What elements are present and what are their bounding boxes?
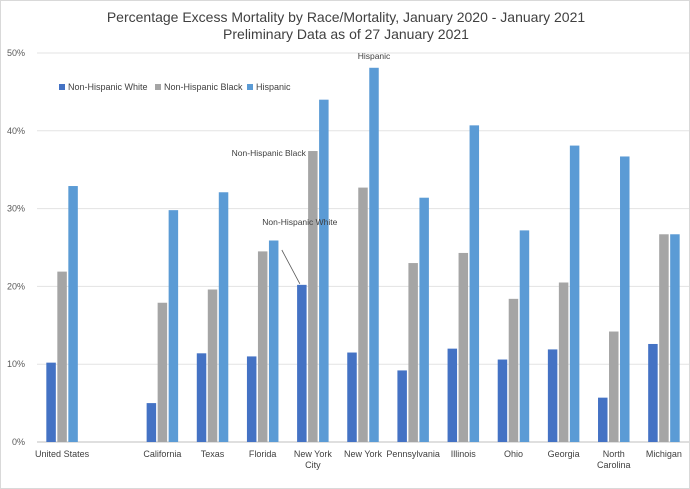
bar	[297, 284, 307, 442]
bar	[268, 240, 279, 442]
legend-swatch	[247, 84, 253, 90]
y-tick-label: 20%	[7, 281, 25, 291]
y-tick-label: 0%	[12, 437, 25, 447]
bar	[397, 370, 407, 442]
x-axis: United States California Texas Florida New Y…	[35, 449, 682, 470]
bar	[519, 230, 530, 442]
bar	[218, 192, 229, 442]
x-tick-label: Ohio	[504, 449, 523, 459]
bar	[168, 210, 179, 442]
annotation-leader-line	[281, 249, 301, 285]
bar	[458, 252, 469, 442]
bars	[46, 67, 680, 443]
bar	[569, 145, 580, 442]
bar	[670, 234, 680, 442]
bar	[447, 348, 458, 442]
annotations: Hispanic Non-Hispanic Black Non-Hispanic W…	[232, 51, 391, 285]
bar	[620, 156, 630, 442]
bar	[598, 397, 608, 442]
x-tick-label: Pennsylvania	[386, 449, 440, 459]
bar	[358, 187, 368, 442]
bar	[347, 352, 357, 442]
x-tick-label: New York	[344, 449, 383, 459]
legend-label: Non-Hispanic White	[68, 82, 148, 92]
chart-subtitle: Preliminary Data as of 27 January 2021	[223, 26, 469, 42]
legend-label: Hispanic	[256, 82, 291, 92]
x-tick-label: Michigan	[646, 449, 682, 459]
bar	[46, 362, 56, 442]
legend: Non-Hispanic White Non-Hispanic Black Hisp…	[59, 82, 291, 92]
legend-swatch	[59, 84, 65, 90]
legend-swatch	[155, 84, 161, 90]
bar	[207, 289, 218, 442]
annotation-label: Hispanic	[358, 51, 391, 61]
bar	[408, 263, 418, 442]
x-tick-label: California	[143, 449, 181, 459]
x-tick-label: Georgia	[548, 449, 580, 459]
chart-title: Percentage Excess Mortality by Race/Mort…	[107, 9, 586, 25]
legend-label: Non-Hispanic Black	[164, 82, 243, 92]
bar	[547, 349, 558, 442]
x-tick-label: North Carolina	[597, 449, 631, 470]
annotation-label: Non-Hispanic White	[262, 217, 337, 227]
x-tick-label: United States	[35, 449, 90, 459]
bar	[146, 403, 157, 442]
bar	[469, 125, 480, 442]
bar	[319, 99, 329, 443]
bar	[68, 186, 78, 442]
bar	[497, 359, 508, 442]
x-tick-label: Illinois	[451, 449, 477, 459]
bar	[419, 197, 429, 442]
bar	[196, 353, 207, 442]
bar	[246, 356, 257, 442]
bar	[157, 302, 168, 442]
x-tick-label: New York City	[294, 449, 333, 470]
x-tick-label: Texas	[201, 449, 225, 459]
bar	[257, 251, 268, 442]
y-tick-label: 30%	[7, 204, 25, 214]
y-axis: 0% 10% 20% 30% 40% 50%	[7, 48, 25, 447]
annotation-label: Non-Hispanic Black	[232, 148, 307, 158]
bar	[659, 234, 669, 442]
x-tick-label: Florida	[249, 449, 277, 459]
y-tick-label: 40%	[7, 126, 25, 136]
bar	[558, 282, 569, 442]
y-tick-label: 50%	[7, 48, 25, 58]
bar	[369, 67, 379, 443]
bar	[308, 151, 318, 442]
bar	[508, 298, 519, 442]
y-tick-label: 10%	[7, 359, 25, 369]
bar	[609, 331, 619, 442]
bar	[57, 271, 67, 442]
bar	[648, 343, 658, 442]
